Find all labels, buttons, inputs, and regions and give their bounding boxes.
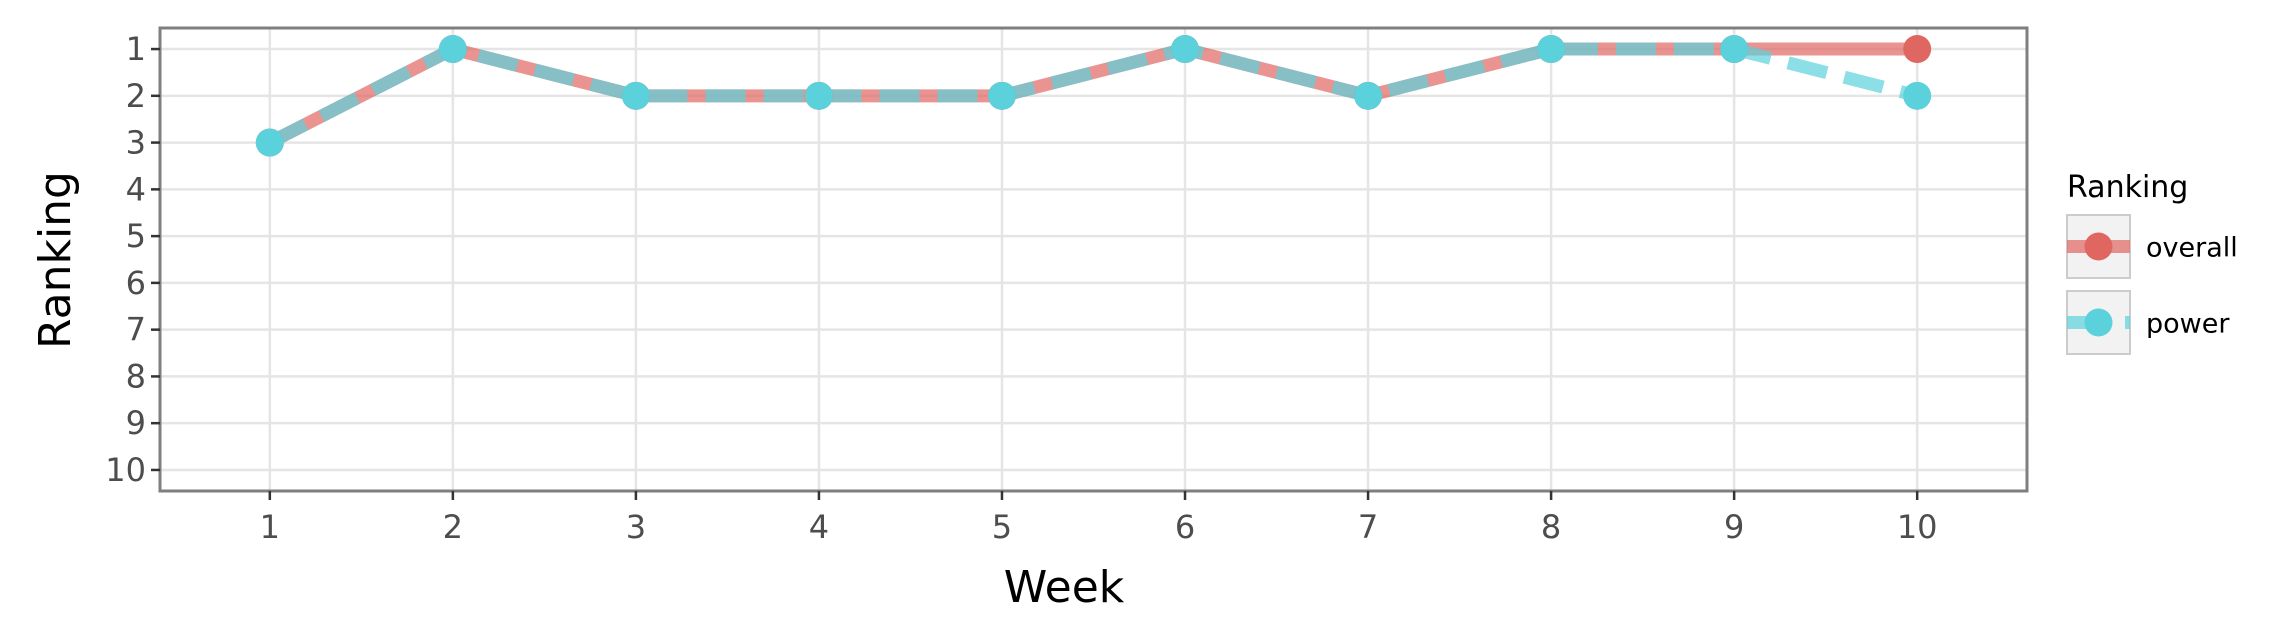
data-point-power	[255, 128, 284, 157]
x-tick-label: 8	[1541, 508, 1561, 546]
data-point-power	[621, 81, 650, 110]
data-point-power	[987, 81, 1016, 110]
data-point-power	[438, 35, 467, 64]
x-tick-label: 6	[1175, 508, 1195, 546]
y-tick-label: 1	[126, 30, 146, 68]
panel-background	[160, 28, 2027, 491]
data-point-overall	[1903, 35, 1932, 64]
grid-lines	[160, 28, 2027, 491]
x-tick-label: 7	[1358, 508, 1378, 546]
legend-item-power: power	[2066, 290, 2230, 355]
series-points	[255, 35, 1932, 157]
legend-title: Ranking	[2067, 170, 2188, 205]
data-point-power	[1903, 81, 1932, 110]
data-point-power	[1537, 35, 1566, 64]
series-lines	[266, 42, 1919, 149]
y-tick-label: 10	[105, 451, 146, 489]
panel-border	[158, 26, 2029, 493]
legend-key-point	[2084, 308, 2113, 337]
legend-label: overall	[2146, 233, 2238, 264]
x-tick-label: 1	[260, 508, 280, 546]
y-tick-label: 3	[126, 124, 146, 162]
y-axis: 1 2 3 4 5 6 7 8 9 10	[105, 30, 160, 489]
x-tick-label: 4	[809, 508, 829, 546]
legend: Ranking overall power	[2066, 170, 2238, 355]
data-point-power	[1354, 81, 1383, 110]
y-tick-label: 4	[126, 170, 146, 208]
x-axis-title: Week	[1004, 562, 1125, 613]
y-axis-title: Ranking	[30, 171, 81, 349]
x-tick-label: 5	[992, 508, 1012, 546]
x-tick-label: 3	[626, 508, 646, 546]
data-point-power	[1720, 35, 1749, 64]
x-tick-label: 2	[443, 508, 463, 546]
y-tick-label: 6	[126, 264, 146, 302]
legend-label: power	[2146, 309, 2230, 340]
y-tick-label: 5	[126, 217, 146, 255]
x-tick-label: 10	[1897, 508, 1938, 546]
x-axis: 1 2 3 4 5 6 7 8 9 10	[260, 491, 1938, 546]
y-tick-label: 9	[126, 404, 146, 442]
legend-item-overall: overall	[2066, 214, 2238, 279]
x-tick-label: 9	[1724, 508, 1744, 546]
legend-key-point	[2084, 232, 2113, 261]
data-point-power	[1171, 35, 1200, 64]
y-tick-label: 8	[126, 357, 146, 395]
y-tick-label: 7	[126, 311, 146, 349]
data-point-power	[804, 81, 833, 110]
y-tick-label: 2	[126, 77, 146, 115]
series-line-power	[266, 42, 1919, 149]
